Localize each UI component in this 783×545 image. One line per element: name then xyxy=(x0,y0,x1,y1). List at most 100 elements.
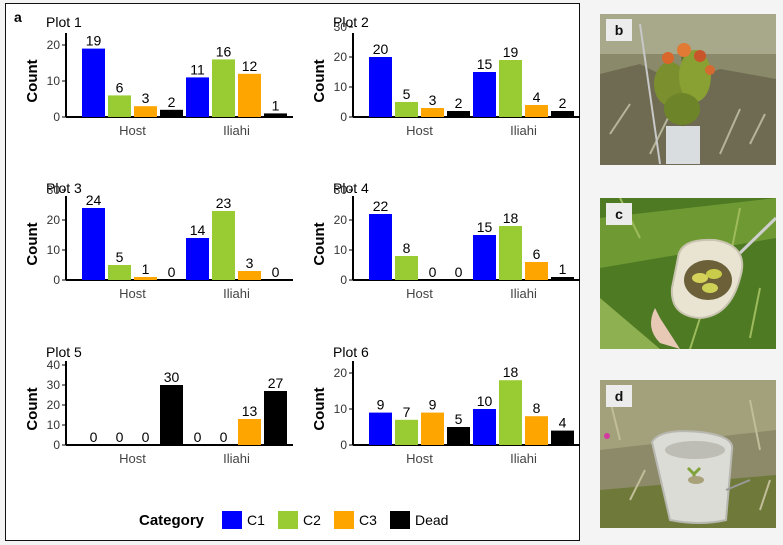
plot-1-bar-host-c2 xyxy=(108,95,131,117)
legend-title: Category xyxy=(139,512,205,529)
plot-3-bar-iliahi-c2 xyxy=(212,211,235,280)
plot-2-value-label: 15 xyxy=(477,56,493,72)
plot-3-ylabel: Count xyxy=(24,222,41,265)
plot-1-value-label: 6 xyxy=(116,79,124,95)
plot-5-ytick-label: 40 xyxy=(47,358,61,372)
plot-4-value-label: 15 xyxy=(477,219,493,235)
plot-5-ytick-label: 0 xyxy=(53,438,60,452)
plot-4-title: Plot 4 xyxy=(333,180,369,196)
plot-6-xtick-label-host: Host xyxy=(406,451,433,466)
plot-6-value-label: 9 xyxy=(377,397,385,413)
plot-4-value-label: 6 xyxy=(533,246,541,262)
plot-4-bar-iliahi-dead xyxy=(551,277,574,280)
plot-1-bar-iliahi-c3 xyxy=(238,73,261,117)
photo-label-c: c xyxy=(606,203,632,225)
photo-label-b: b xyxy=(606,19,632,41)
plot-6-bar-host-dead xyxy=(447,427,470,445)
plot-4-ytick-label: 20 xyxy=(334,213,348,227)
plot-1-ytick-label: 0 xyxy=(53,110,60,124)
plot-2-title: Plot 2 xyxy=(333,14,369,30)
plot-4-value-label: 0 xyxy=(455,264,463,280)
plot-1-bar-iliahi-dead xyxy=(264,113,287,117)
plot-1-bar-host-dead xyxy=(160,109,183,117)
plot-3-xtick-label-host: Host xyxy=(119,286,146,301)
photo-c: c xyxy=(600,198,776,349)
plot-5-bar-host-dead xyxy=(160,385,183,445)
plot-1-value-label: 19 xyxy=(86,33,102,49)
plot-2-bar-iliahi-c2 xyxy=(499,60,522,117)
plot-3-value-label: 14 xyxy=(190,222,206,238)
plot-5-xtick-label-host: Host xyxy=(119,451,146,466)
legend-label-dead: Dead xyxy=(415,512,448,528)
plot-1-bar-iliahi-c2 xyxy=(212,59,235,117)
plot-5-xtick-label-iliahi: Iliahi xyxy=(223,451,250,466)
plot-4-ytick-label: 10 xyxy=(334,243,348,257)
plot-1-xtick-label-host: Host xyxy=(119,123,146,138)
plot-4-value-label: 18 xyxy=(503,210,519,226)
plot-1-value-label: 11 xyxy=(190,61,205,77)
plot-1-title: Plot 1 xyxy=(46,14,82,30)
legend-swatch-c3 xyxy=(334,511,354,529)
plot-4-xtick-label-iliahi: Iliahi xyxy=(510,286,537,301)
plot-3-value-label: 3 xyxy=(246,255,254,271)
plot-6-value-label: 10 xyxy=(477,393,493,409)
plot-5-value-label: 13 xyxy=(242,403,258,419)
plot-6-ytick-label: 0 xyxy=(340,438,347,452)
plot-5-value-label: 0 xyxy=(194,429,202,445)
plot-3-bar-host-c3 xyxy=(134,277,157,280)
plot-2-ytick-label: 20 xyxy=(334,50,348,64)
plot-4-ylabel: Count xyxy=(311,222,328,265)
plot-6-bar-host-c2 xyxy=(395,419,418,445)
plot-1-ytick-label: 10 xyxy=(47,74,61,88)
plot-5-value-label: 0 xyxy=(142,429,150,445)
plot-2-value-label: 4 xyxy=(533,89,541,105)
plot-3-value-label: 0 xyxy=(168,264,176,280)
plot-1-value-label: 12 xyxy=(242,58,258,74)
legend-swatch-dead xyxy=(390,511,410,529)
plot-3-bar-host-c1 xyxy=(82,208,105,280)
plot-4-ytick-label: 30 xyxy=(334,183,348,197)
plot-5-ytick-label: 30 xyxy=(47,378,61,392)
plot-6-value-label: 18 xyxy=(503,364,519,380)
plot-6-bar-iliahi-c3 xyxy=(525,416,548,445)
plot-2-value-label: 5 xyxy=(403,86,411,102)
legend-label-c3: C3 xyxy=(359,512,377,528)
plot-6-bar-iliahi-c2 xyxy=(499,380,522,445)
plot-1-value-label: 3 xyxy=(142,90,150,106)
plot-2-value-label: 20 xyxy=(373,41,389,57)
plot-1-ytick-label: 20 xyxy=(47,38,61,52)
plot-5-ytick-label: 10 xyxy=(47,418,61,432)
plot-2-value-label: 2 xyxy=(455,95,463,111)
plot-3-value-label: 24 xyxy=(86,192,102,208)
plot-4-bar-host-c2 xyxy=(395,256,418,280)
plot-4-bar-iliahi-c3 xyxy=(525,262,548,280)
plot-2-xtick-label-host: Host xyxy=(406,123,433,138)
plot-6-ytick-label: 10 xyxy=(334,402,348,416)
plot-2-xtick-label-iliahi: Iliahi xyxy=(510,123,537,138)
plot-2-ytick-label: 10 xyxy=(334,80,348,94)
plot-5-value-label: 27 xyxy=(268,375,284,391)
plot-6-ylabel: Count xyxy=(311,387,328,430)
bag-seedling-photo-image xyxy=(600,198,776,349)
plot-5-bar-iliahi-dead xyxy=(264,391,287,445)
plot-2-bar-host-c3 xyxy=(421,108,444,117)
plot-4-value-label: 0 xyxy=(429,264,437,280)
plot-5-title: Plot 5 xyxy=(46,344,82,360)
plot-3-bar-iliahi-c1 xyxy=(186,238,209,280)
plot-6-bar-host-c1 xyxy=(369,412,392,445)
photo-b: b xyxy=(600,14,776,165)
plot-2-ytick-label: 0 xyxy=(340,110,347,124)
plot-6-bar-iliahi-c1 xyxy=(473,409,496,445)
grassland-bag-photo-image xyxy=(600,380,776,528)
plot-2-value-label: 2 xyxy=(559,95,567,111)
plot-4-value-label: 8 xyxy=(403,240,411,256)
plot-4-value-label: 1 xyxy=(559,261,567,277)
plot-2-bar-iliahi-c1 xyxy=(473,72,496,117)
plot-3-ytick-label: 0 xyxy=(53,273,60,287)
legend-swatch-c1 xyxy=(222,511,242,529)
plot-5-ylabel: Count xyxy=(24,387,41,430)
plot-1-ylabel: Count xyxy=(24,59,41,102)
plot-4-ytick-label: 0 xyxy=(340,273,347,287)
plot-2-bar-host-dead xyxy=(447,111,470,117)
plot-3-xtick-label-iliahi: Iliahi xyxy=(223,286,250,301)
